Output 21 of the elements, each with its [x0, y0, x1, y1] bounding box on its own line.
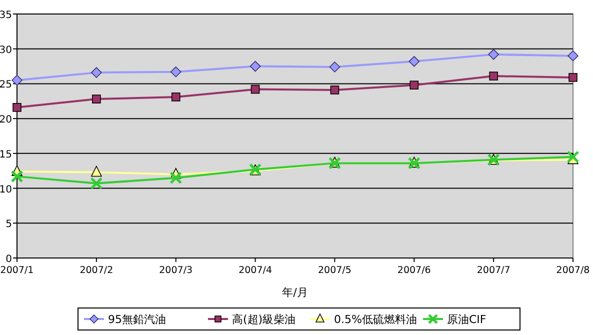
y-tick-label: 10 [0, 184, 12, 196]
y-tick-label: 35 [0, 10, 12, 21]
legend-label: 高(超)級柴油 [232, 313, 296, 326]
x-axis-title: 年/月 [282, 286, 308, 299]
x-tick-label: 2007/1 [0, 265, 34, 276]
y-tick-label: 20 [0, 114, 12, 126]
y-tick-label: 5 [6, 219, 12, 230]
x-tick-label: 2007/5 [318, 265, 352, 276]
legend-label: 原油CIF [447, 313, 486, 326]
x-tick-label: 2007/2 [80, 265, 114, 276]
y-tick-label: 30 [0, 44, 12, 56]
legend-label: 0.5%低硫燃料油 [334, 313, 417, 326]
x-tick-label: 2007/3 [159, 265, 193, 276]
y-tick-label: 15 [0, 149, 12, 160]
x-tick-label: 2007/8 [556, 265, 590, 276]
x-tick-label: 2007/4 [238, 265, 272, 276]
y-tick-label: 25 [0, 80, 12, 91]
legend-label: 95無鉛汽油 [108, 313, 166, 326]
x-tick-label: 2007/6 [397, 265, 431, 276]
x-tick-label: 2007/7 [476, 265, 510, 276]
y-tick-label: 0 [6, 254, 12, 265]
